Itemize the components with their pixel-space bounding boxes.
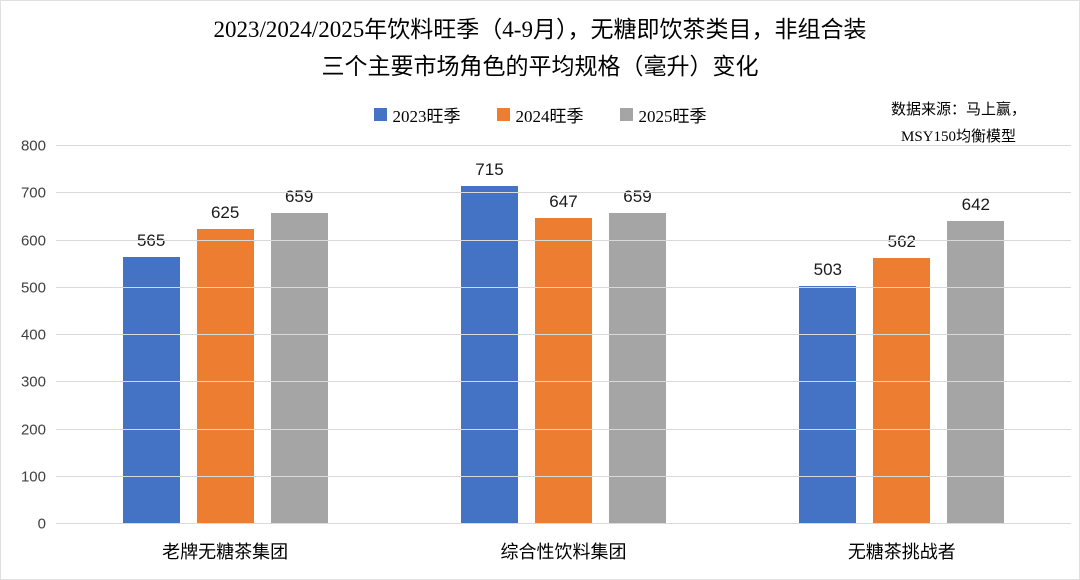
bar-group: 503 562 642 <box>733 146 1071 524</box>
bar-column: 503 <box>799 260 857 524</box>
y-axis-tick-label: 200 <box>20 421 46 438</box>
gridline <box>56 192 1071 194</box>
gridline <box>56 475 1071 477</box>
y-axis-tick-label: 700 <box>20 184 46 202</box>
y-axis-tick-label: 800 <box>20 137 46 155</box>
bar-value-label: 565 <box>136 231 166 251</box>
legend-label: 2025旺季 <box>638 107 707 126</box>
x-axis-category-label: 无糖茶挑战者 <box>847 542 956 562</box>
gridline <box>56 334 1071 335</box>
bar <box>873 258 931 524</box>
chart-title: 2023/2024/2025年饮料旺季（4-9月），无糖即饮茶类目，非组合装 三… <box>1 11 1079 85</box>
x-axis-category-label: 老牌无糖茶集团 <box>162 542 289 562</box>
y-axis-tick-label: 100 <box>20 468 46 486</box>
bar <box>196 228 254 524</box>
bar-value-label: 642 <box>961 194 990 214</box>
bar <box>947 220 1005 524</box>
legend-item-3: 2025旺季 <box>619 102 707 127</box>
bar-group: 715 647 659 <box>394 146 732 524</box>
legend-item-2: 2024旺季 <box>496 102 584 127</box>
bar-value-label: 715 <box>475 160 504 180</box>
y-axis-tick-label: 0 <box>37 515 46 533</box>
bar-column: 659 <box>608 186 666 524</box>
x-axis-category-label: 综合性饮料集团 <box>500 542 627 562</box>
bar-groups: 565 625 659 715 647 659 503 562 642 <box>56 146 1071 524</box>
bar-value-label: 659 <box>623 186 652 206</box>
bar <box>460 186 518 524</box>
legend-item-1: 2023旺季 <box>373 102 461 127</box>
y-axis-tick-label: 600 <box>20 232 46 249</box>
bar-column: 642 <box>947 194 1005 524</box>
gridline <box>56 523 1071 524</box>
gridline <box>56 145 1071 146</box>
data-source-note: 数据来源：马上赢， MSY150均衡模型 <box>856 97 1061 151</box>
legend-swatch-icon <box>619 108 633 121</box>
legend-swatch-icon <box>496 108 510 121</box>
bar-column: 659 <box>270 186 328 524</box>
bar <box>608 212 666 524</box>
bar-column: 647 <box>534 192 592 524</box>
chart-title-line1: 2023/2024/2025年饮料旺季（4-9月），无糖即饮茶类目，非组合装 <box>213 17 867 42</box>
bar <box>534 218 592 524</box>
plot-area: 565 625 659 715 647 659 503 562 642 <box>56 145 1071 524</box>
bar <box>799 286 857 524</box>
chart-legend: 2023旺季 2024旺季 2025旺季 <box>1 102 1079 127</box>
y-axis-tick-label: 500 <box>20 279 46 297</box>
bar-value-label: 625 <box>210 202 240 222</box>
legend-label: 2023旺季 <box>392 107 461 126</box>
legend-swatch-icon <box>373 108 387 121</box>
bar <box>270 212 328 524</box>
bar-column: 715 <box>460 160 518 524</box>
data-source-line2: MSY150均衡模型 <box>900 129 1016 145</box>
bar-column: 562 <box>873 232 931 524</box>
bar-column: 625 <box>196 202 254 524</box>
bar-value-label: 647 <box>549 192 578 212</box>
y-axis-tick-label: 300 <box>20 373 46 391</box>
bar-value-label: 503 <box>813 260 842 280</box>
bar-column: 565 <box>122 231 180 524</box>
bar-value-label: 562 <box>887 232 916 252</box>
y-axis: 0 100 200 300 400 500 600 700 800 <box>1 138 46 533</box>
x-axis: 老牌无糖茶集团 综合性饮料集团 无糖茶挑战者 <box>56 538 1071 564</box>
bar-group: 565 625 659 <box>56 146 394 524</box>
bar <box>122 257 180 524</box>
gridline <box>56 286 1071 288</box>
gridline <box>56 428 1071 430</box>
chart-title-line2: 三个主要市场角色的平均规格（毫升）变化 <box>321 54 759 79</box>
gridline <box>56 239 1071 241</box>
y-axis-tick-label: 400 <box>20 326 46 344</box>
legend-label: 2024旺季 <box>515 107 584 126</box>
gridline <box>56 381 1071 383</box>
data-source-line1: 数据来源：马上赢， <box>890 102 1026 118</box>
bar-value-label: 659 <box>284 186 314 206</box>
